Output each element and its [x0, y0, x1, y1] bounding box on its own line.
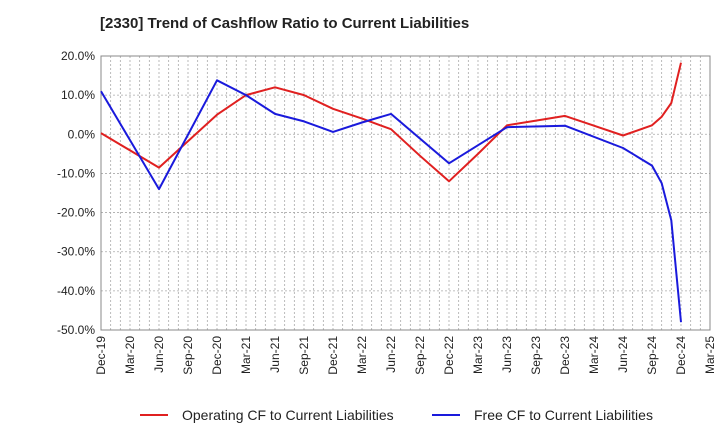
chart-title: [2330] Trend of Cashflow Ratio to Curren… [100, 15, 470, 32]
series-lines [100, 62, 682, 323]
y-tick-label: -50.0% [57, 323, 95, 337]
x-tick-label: Mar-21 [239, 336, 253, 374]
y-axis: 20.0% 10.0% 0.0% -10.0% -20.0% -30.0% -40.0% -5… [57, 49, 95, 337]
operating-cf-line [100, 62, 682, 183]
x-tick-label: Dec-24 [674, 336, 688, 375]
x-tick-label: Jun-23 [500, 336, 514, 373]
x-tick-label: Dec-21 [326, 336, 340, 375]
y-tick-label: 10.0% [61, 88, 95, 102]
x-tick-label: Sep-22 [413, 336, 427, 375]
y-tick-label: 0.0% [68, 127, 96, 141]
grid-lines [100, 55, 711, 331]
x-tick-label: Sep-24 [645, 336, 659, 375]
x-tick-label: Mar-23 [471, 336, 485, 374]
x-tick-label: Dec-19 [94, 336, 108, 375]
x-tick-label: Dec-20 [210, 336, 224, 375]
x-tick-label: Dec-22 [442, 336, 456, 375]
x-axis: Dec-19 Mar-20 Jun-20 Sep-20 Dec-20 Mar-21 Jun-… [94, 336, 717, 375]
x-tick-label: Mar-20 [123, 336, 137, 374]
y-tick-label: -30.0% [57, 245, 95, 259]
x-tick-label: Sep-23 [529, 336, 543, 375]
x-tick-label: Sep-20 [181, 336, 195, 375]
plot-area [100, 55, 711, 331]
y-tick-label: -20.0% [57, 206, 95, 220]
y-tick-label: -40.0% [57, 284, 95, 298]
x-tick-label: Dec-23 [558, 336, 572, 375]
y-tick-label: -10.0% [57, 166, 95, 180]
legend: Operating CF to Current Liabilities Free … [140, 407, 653, 423]
x-tick-label: Jun-24 [616, 336, 630, 373]
y-tick-label: 20.0% [61, 49, 95, 63]
x-tick-label: Sep-21 [297, 336, 311, 375]
free-cf-line [100, 79, 682, 323]
x-tick-label: Jun-20 [152, 336, 166, 373]
legend-label: Free CF to Current Liabilities [474, 407, 653, 423]
x-tick-label: Mar-24 [587, 336, 601, 374]
x-tick-label: Mar-25 [703, 336, 717, 374]
x-tick-label: Jun-21 [268, 336, 282, 373]
x-tick-label: Jun-22 [384, 336, 398, 373]
legend-label: Operating CF to Current Liabilities [182, 407, 394, 423]
x-tick-label: Mar-22 [355, 336, 369, 374]
